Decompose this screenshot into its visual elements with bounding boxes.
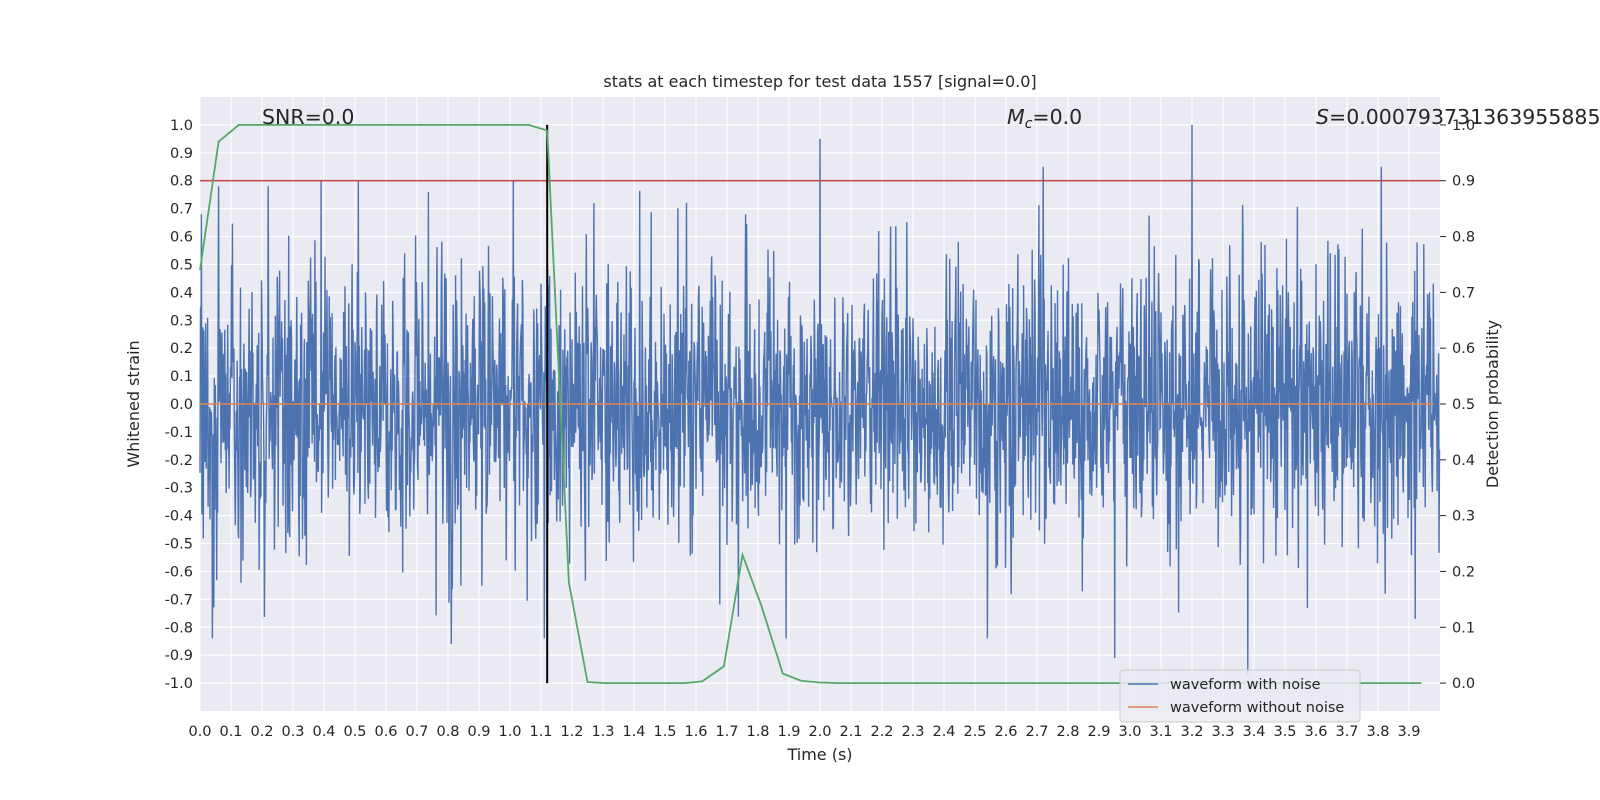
y-tick-label: 0.0 xyxy=(170,397,193,413)
x-tick-label: 2.6 xyxy=(994,724,1017,740)
x-tick-label: 2.8 xyxy=(1056,724,1079,740)
x-tick-label: 3.4 xyxy=(1242,724,1265,740)
overlay-lines xyxy=(199,124,1440,684)
x-tick-label: 1.8 xyxy=(746,724,769,740)
chirp-mass-annotation: Mc=0.0 xyxy=(1007,105,1082,132)
x-tick-label: 2.1 xyxy=(839,724,862,740)
y-tick-label: 0.9 xyxy=(170,146,193,162)
noisy-waveform xyxy=(199,124,1441,675)
x-tick-label: 3.1 xyxy=(1149,724,1172,740)
x-axis-label: Time (s) xyxy=(786,745,852,764)
y-tick-label: -0.8 xyxy=(165,620,193,636)
y-axis-label: Whitened strain xyxy=(124,340,143,467)
x-tick-label: 3.7 xyxy=(1335,724,1358,740)
y2-tick-label: 0.4 xyxy=(1452,453,1475,469)
x-tick-label: 0.8 xyxy=(436,724,459,740)
y-tick-label: -0.2 xyxy=(165,453,193,469)
y-tick-label: 0.8 xyxy=(170,174,193,190)
x-tick-label: 3.9 xyxy=(1397,724,1420,740)
legend: waveform with noise waveform without noi… xyxy=(1119,669,1361,723)
x-tick-label: 2.2 xyxy=(870,724,893,740)
chart-title: stats at each timestep for test data 155… xyxy=(603,72,1036,91)
y-tick-label: 0.6 xyxy=(170,230,193,246)
x-tick-label: 2.7 xyxy=(1025,724,1048,740)
x-tick-label: 1.6 xyxy=(684,724,707,740)
y-tick-label: 0.3 xyxy=(170,313,193,329)
legend-box xyxy=(1119,669,1361,723)
s-value: =0.0007937313639558856 xyxy=(1329,105,1600,129)
x-tick-label: 2.3 xyxy=(901,724,924,740)
y-tick-label: -0.7 xyxy=(165,592,193,608)
x-tick-label: 1.7 xyxy=(715,724,738,740)
detection-probability-line xyxy=(199,124,1422,684)
y2-tick-label: 1.0 xyxy=(1452,118,1475,134)
y-tick-label: 0.5 xyxy=(170,257,193,273)
x-tick-label: 0.2 xyxy=(250,724,273,740)
left-y-ticks: 1.0 0.9 0.8 0.7 0.6 0.5 0.4 0.3 0.2 0.1 0.0 -0.1 -0.… xyxy=(165,118,193,692)
s-annotation: S=0.0007937313639558856 xyxy=(1316,105,1600,129)
y2-tick-label: 0.6 xyxy=(1452,341,1475,357)
legend-label-without-noise: waveform without noise xyxy=(1170,700,1344,716)
y-tick-label: -0.5 xyxy=(165,537,193,553)
y2-tick-label: 0.8 xyxy=(1452,230,1475,246)
y-tick-label: -0.1 xyxy=(165,425,193,441)
x-tick-label: 0.0 xyxy=(188,724,211,740)
y2-tick-label: 0.3 xyxy=(1452,509,1475,525)
s-symbol: S xyxy=(1316,105,1329,129)
waveform-with-noise-line xyxy=(199,124,1441,675)
y-tick-label: -0.6 xyxy=(165,564,193,580)
right-y-ticks: 1.0 0.9 0.8 0.7 0.6 0.5 0.4 0.3 0.2 0.1 0.0 xyxy=(1440,118,1475,692)
y2-axis-label: Detection probability xyxy=(1483,320,1502,488)
y2-tick-label: 0.0 xyxy=(1452,676,1475,692)
y2-tick-label: 0.1 xyxy=(1452,620,1475,636)
x-ticks: 0.0 0.1 0.2 0.3 0.4 0.5 0.6 0.7 0.8 0.9 1.0 1.1 1.2 1… xyxy=(188,724,1420,740)
y-tick-label: 0.2 xyxy=(170,341,193,357)
x-tick-label: 0.5 xyxy=(343,724,366,740)
y2-tick-label: 0.2 xyxy=(1452,564,1475,580)
x-tick-label: 0.3 xyxy=(281,724,304,740)
x-tick-label: 2.0 xyxy=(808,724,831,740)
x-tick-label: 3.3 xyxy=(1211,724,1234,740)
x-tick-label: 1.3 xyxy=(591,724,614,740)
y-tick-label: -0.4 xyxy=(165,509,193,525)
y2-tick-label: 0.5 xyxy=(1452,397,1475,413)
x-tick-label: 1.0 xyxy=(498,724,521,740)
x-tick-label: 3.8 xyxy=(1366,724,1389,740)
x-tick-label: 1.1 xyxy=(529,724,552,740)
x-tick-label: 1.5 xyxy=(653,724,676,740)
snr-annotation: SNR=0.0 xyxy=(262,105,354,129)
x-tick-label: 0.4 xyxy=(312,724,335,740)
chirp-mass-symbol: M xyxy=(1007,105,1025,129)
y-tick-label: -0.9 xyxy=(165,648,193,664)
y2-tick-label: 0.7 xyxy=(1452,285,1475,301)
y-tick-label: 0.7 xyxy=(170,202,193,218)
y-tick-label: 1.0 xyxy=(170,118,193,134)
x-tick-label: 2.4 xyxy=(932,724,955,740)
y-tick-label: -1.0 xyxy=(165,676,193,692)
x-tick-label: 2.9 xyxy=(1087,724,1110,740)
x-tick-label: 3.5 xyxy=(1273,724,1296,740)
x-tick-label: 3.2 xyxy=(1180,724,1203,740)
x-tick-label: 1.4 xyxy=(622,724,645,740)
y-tick-label: -0.3 xyxy=(165,481,193,497)
y-tick-label: 0.4 xyxy=(170,285,193,301)
x-tick-label: 1.2 xyxy=(560,724,583,740)
y-tick-label: 0.1 xyxy=(170,369,193,385)
x-tick-label: 0.1 xyxy=(219,724,242,740)
x-tick-label: 3.6 xyxy=(1304,724,1327,740)
x-tick-label: 0.6 xyxy=(374,724,397,740)
x-tick-label: 2.5 xyxy=(963,724,986,740)
x-tick-label: 1.9 xyxy=(777,724,800,740)
x-tick-label: 0.7 xyxy=(405,724,428,740)
x-tick-label: 0.9 xyxy=(467,724,490,740)
chirp-mass-subscript: c xyxy=(1025,116,1033,132)
x-tick-label: 3.0 xyxy=(1118,724,1141,740)
chirp-mass-value: =0.0 xyxy=(1032,105,1082,129)
y2-tick-label: 0.9 xyxy=(1452,174,1475,190)
legend-label-with-noise: waveform with noise xyxy=(1170,677,1321,693)
